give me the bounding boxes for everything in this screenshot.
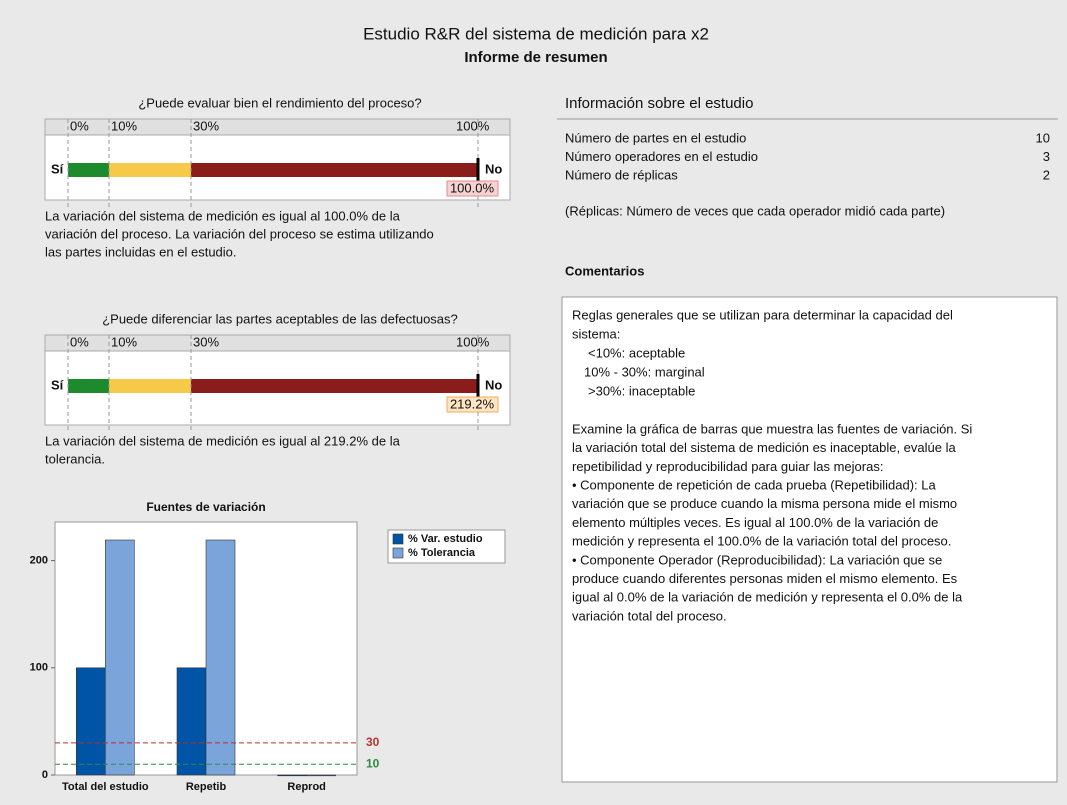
gauge-zone — [191, 163, 478, 177]
bar — [176, 667, 207, 776]
comment-line: Reglas generales que se utilizan para de… — [572, 307, 953, 322]
gauge-description: La variación del sistema de medición es … — [45, 433, 401, 448]
comment-line: medición y representa el 100.0% de la va… — [572, 534, 951, 549]
comment-rule: 10% - 30%: marginal — [584, 364, 705, 379]
gauge-zone — [109, 379, 191, 393]
gauge-zone — [191, 379, 478, 393]
y-tick-label: 200 — [30, 554, 48, 566]
gauge-right-label: No — [485, 377, 502, 392]
gauge-tick-label: 30% — [193, 334, 219, 349]
y-tick-label: 100 — [30, 662, 48, 674]
comments-box — [561, 296, 1058, 783]
comment-rule: <10%: aceptable — [588, 345, 685, 360]
comment-line: variación total del proceso. — [572, 608, 727, 623]
comment-rule: >30%: inaceptable — [588, 383, 695, 398]
comment-line: produce cuando diferentes personas miden… — [572, 571, 958, 586]
y-tick-label: 0 — [42, 769, 48, 781]
info-title: Información sobre el estudio — [565, 95, 753, 112]
legend-label: % Var. estudio — [408, 533, 483, 545]
gauge-zone — [68, 379, 109, 393]
report-title: Estudio R&R del sistema de medición para… — [363, 24, 709, 43]
gauge-title: ¿Puede evaluar bien el rendimiento del p… — [138, 95, 421, 110]
report-subtitle: Informe de resumen — [464, 49, 607, 66]
reference-label: 30 — [366, 735, 380, 749]
bar — [105, 539, 135, 776]
gauge-tick-label: 30% — [193, 118, 219, 133]
comment-line: igual al 0.0% de la variación de medició… — [572, 590, 963, 605]
bar — [306, 774, 336, 777]
info-label: Número operadores en el estudio — [565, 149, 758, 164]
comment-line: sistema: — [572, 326, 620, 341]
legend-swatch — [392, 533, 404, 545]
chart-title: Fuentes de variación — [146, 500, 265, 514]
gauge-right-label: No — [485, 161, 502, 176]
info-value: 3 — [1043, 149, 1050, 164]
comments-title: Comentarios — [565, 263, 644, 278]
gauge-tick-label: 0% — [70, 334, 89, 349]
comment-line: repetibilidad y reproducibilidad para gu… — [572, 459, 883, 474]
comment-line: • Componente Operador (Reproducibilidad)… — [572, 552, 942, 567]
gauge-description: las partes incluidas en el estudio. — [45, 244, 237, 259]
legend-box — [387, 529, 506, 564]
gauge-tick-label: 10% — [111, 118, 137, 133]
bar — [205, 539, 236, 776]
comment-line: Examine la gráfica de barras que muestra… — [572, 421, 972, 436]
bar — [277, 774, 307, 777]
gauge-value-label: 100.0% — [450, 180, 495, 195]
gauge-marker — [476, 374, 480, 398]
info-label: Número de partes en el estudio — [565, 130, 746, 145]
gauge-left-label: Sí — [51, 377, 64, 392]
gauge-description: variación del proceso. La variación del … — [45, 226, 434, 241]
gauge-value-box — [446, 396, 499, 413]
reference-label: 10 — [366, 756, 380, 770]
gauge-left-label: Sí — [51, 161, 64, 176]
legend-swatch — [392, 547, 404, 559]
legend-label: % Tolerancia — [408, 547, 476, 559]
gauge-tick-label: 100% — [456, 334, 490, 349]
gauge-title: ¿Puede diferenciar las partes aceptables… — [102, 311, 458, 326]
gauge-description: tolerancia. — [45, 451, 105, 466]
comment-line: elemento múltiples veces. Es igual al 10… — [572, 515, 938, 530]
gauge-tick-label: 10% — [111, 334, 137, 349]
bar — [76, 667, 106, 776]
gauge-marker — [476, 158, 480, 182]
comment-line: la variación total del sistema de medici… — [572, 440, 956, 455]
gauge-tick-label: 100% — [456, 118, 490, 133]
info-value: 10 — [1036, 130, 1050, 145]
gauge-tick-label: 0% — [70, 118, 89, 133]
gauge-description: La variación del sistema de medición es … — [45, 208, 401, 223]
comment-line: variación que se produce cuando la misma… — [572, 496, 957, 511]
info-value: 2 — [1043, 167, 1050, 182]
gauge-value-label: 219.2% — [450, 396, 495, 411]
gauge-zone — [109, 163, 191, 177]
gauge-zone — [68, 163, 109, 177]
x-tick-label: Reprod — [287, 781, 326, 793]
comment-line: • Componente de repetición de cada prueb… — [572, 478, 937, 493]
x-tick-label: Total del estudio — [62, 781, 149, 793]
info-label: Número de réplicas — [565, 167, 678, 182]
x-tick-label: Repetib — [186, 781, 227, 793]
info-note: (Réplicas: Número de veces que cada oper… — [565, 203, 945, 218]
gauge-value-box — [446, 180, 499, 197]
